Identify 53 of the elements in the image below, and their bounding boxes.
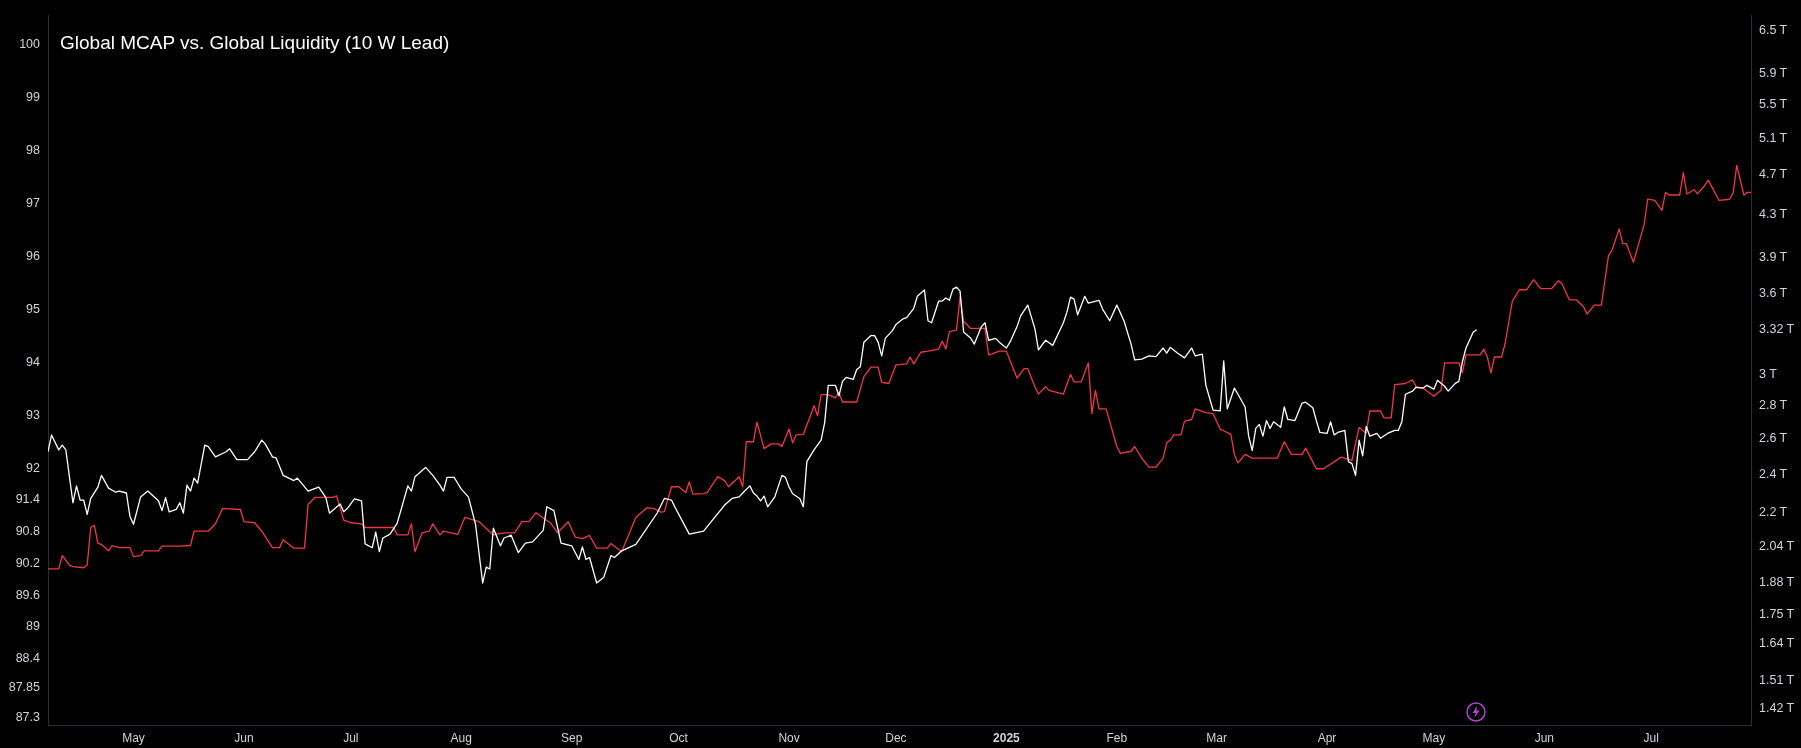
y-tick-label: 90.2 [15,555,41,570]
x-tick-label: Sep [561,730,583,745]
y-tick-label: 90.8 [15,524,41,539]
text: Global MCAP vs. Global Liquidity (10 W Lead) [60,31,450,53]
x-tick-label: May [1422,730,1446,745]
y-tick-label: 98 [26,142,41,157]
x-tick-label: May [122,730,145,745]
y2-tick-label: 3.6 T [1759,286,1788,301]
y-tick-label: 99 [26,90,41,105]
y-tick-label: 89 [26,619,41,634]
y-tick-label: 96 [26,248,41,263]
y2-tick-label: 2.8 T [1759,398,1788,412]
y2-tick-label: 2.04 T [1759,539,1795,554]
y2-tick-label: 1.88 T [1759,575,1795,590]
x-tick-label: Mar [1206,730,1227,745]
y-tick-label: 88.4 [15,651,41,666]
x-tick-label: Jun [234,730,254,745]
y2-tick-label: 6.5 T [1759,22,1788,37]
y2-tick-label: 1.75 T [1759,607,1795,622]
y2-tick-label: 5.9 T [1759,65,1788,80]
y2-tick-label: 1.42 T [1759,700,1795,715]
y-tick-label: 87.3 [15,709,41,724]
y-tick-label: 91.4 [15,492,41,507]
y-tick-label: 94 [26,354,41,369]
y-tick-label: 89.6 [15,587,41,602]
y2-tick-label: 4.3 T [1759,206,1788,221]
y2-tick-label: 2.6 T [1759,431,1788,446]
x-tick-label: Aug [450,730,472,745]
x-tick-label: Apr [1317,730,1337,745]
y2-tick-label: 1.64 T [1759,636,1795,651]
x-tick-label: Jun [1534,730,1555,745]
y-tick-label: 87.85 [8,680,41,695]
x-tick-label: 2025 [993,730,1021,745]
y-tick-label: 93 [26,407,41,422]
y-tick-label: 100 [19,37,41,52]
y2-tick-label: 5.5 T [1759,97,1788,112]
y2-tick-label: 3.9 T [1759,250,1788,265]
y2-tick-label: 3 T [1759,367,1778,382]
x-tick-label: Jul [1643,730,1659,745]
y2-tick-label: 3.32 T [1759,322,1795,337]
x-tick-label: Nov [778,730,800,745]
x-tick-label: Jul [343,730,359,745]
y2-tick-label: 5.1 T [1759,130,1788,145]
y-tick-label: 97 [26,195,41,210]
y-tick-label: 92 [26,460,41,475]
x-tick-label: Oct [669,730,689,745]
x-tick-label: Dec [885,730,907,745]
y2-tick-label: 4.7 T [1759,167,1788,182]
y-tick-label: 95 [26,301,41,316]
y2-tick-label: 1.51 T [1759,673,1795,688]
y2-tick-label: 2.2 T [1759,505,1788,520]
y2-tick-label: 2.4 T [1759,466,1788,481]
x-tick-label: Feb [1106,730,1128,745]
